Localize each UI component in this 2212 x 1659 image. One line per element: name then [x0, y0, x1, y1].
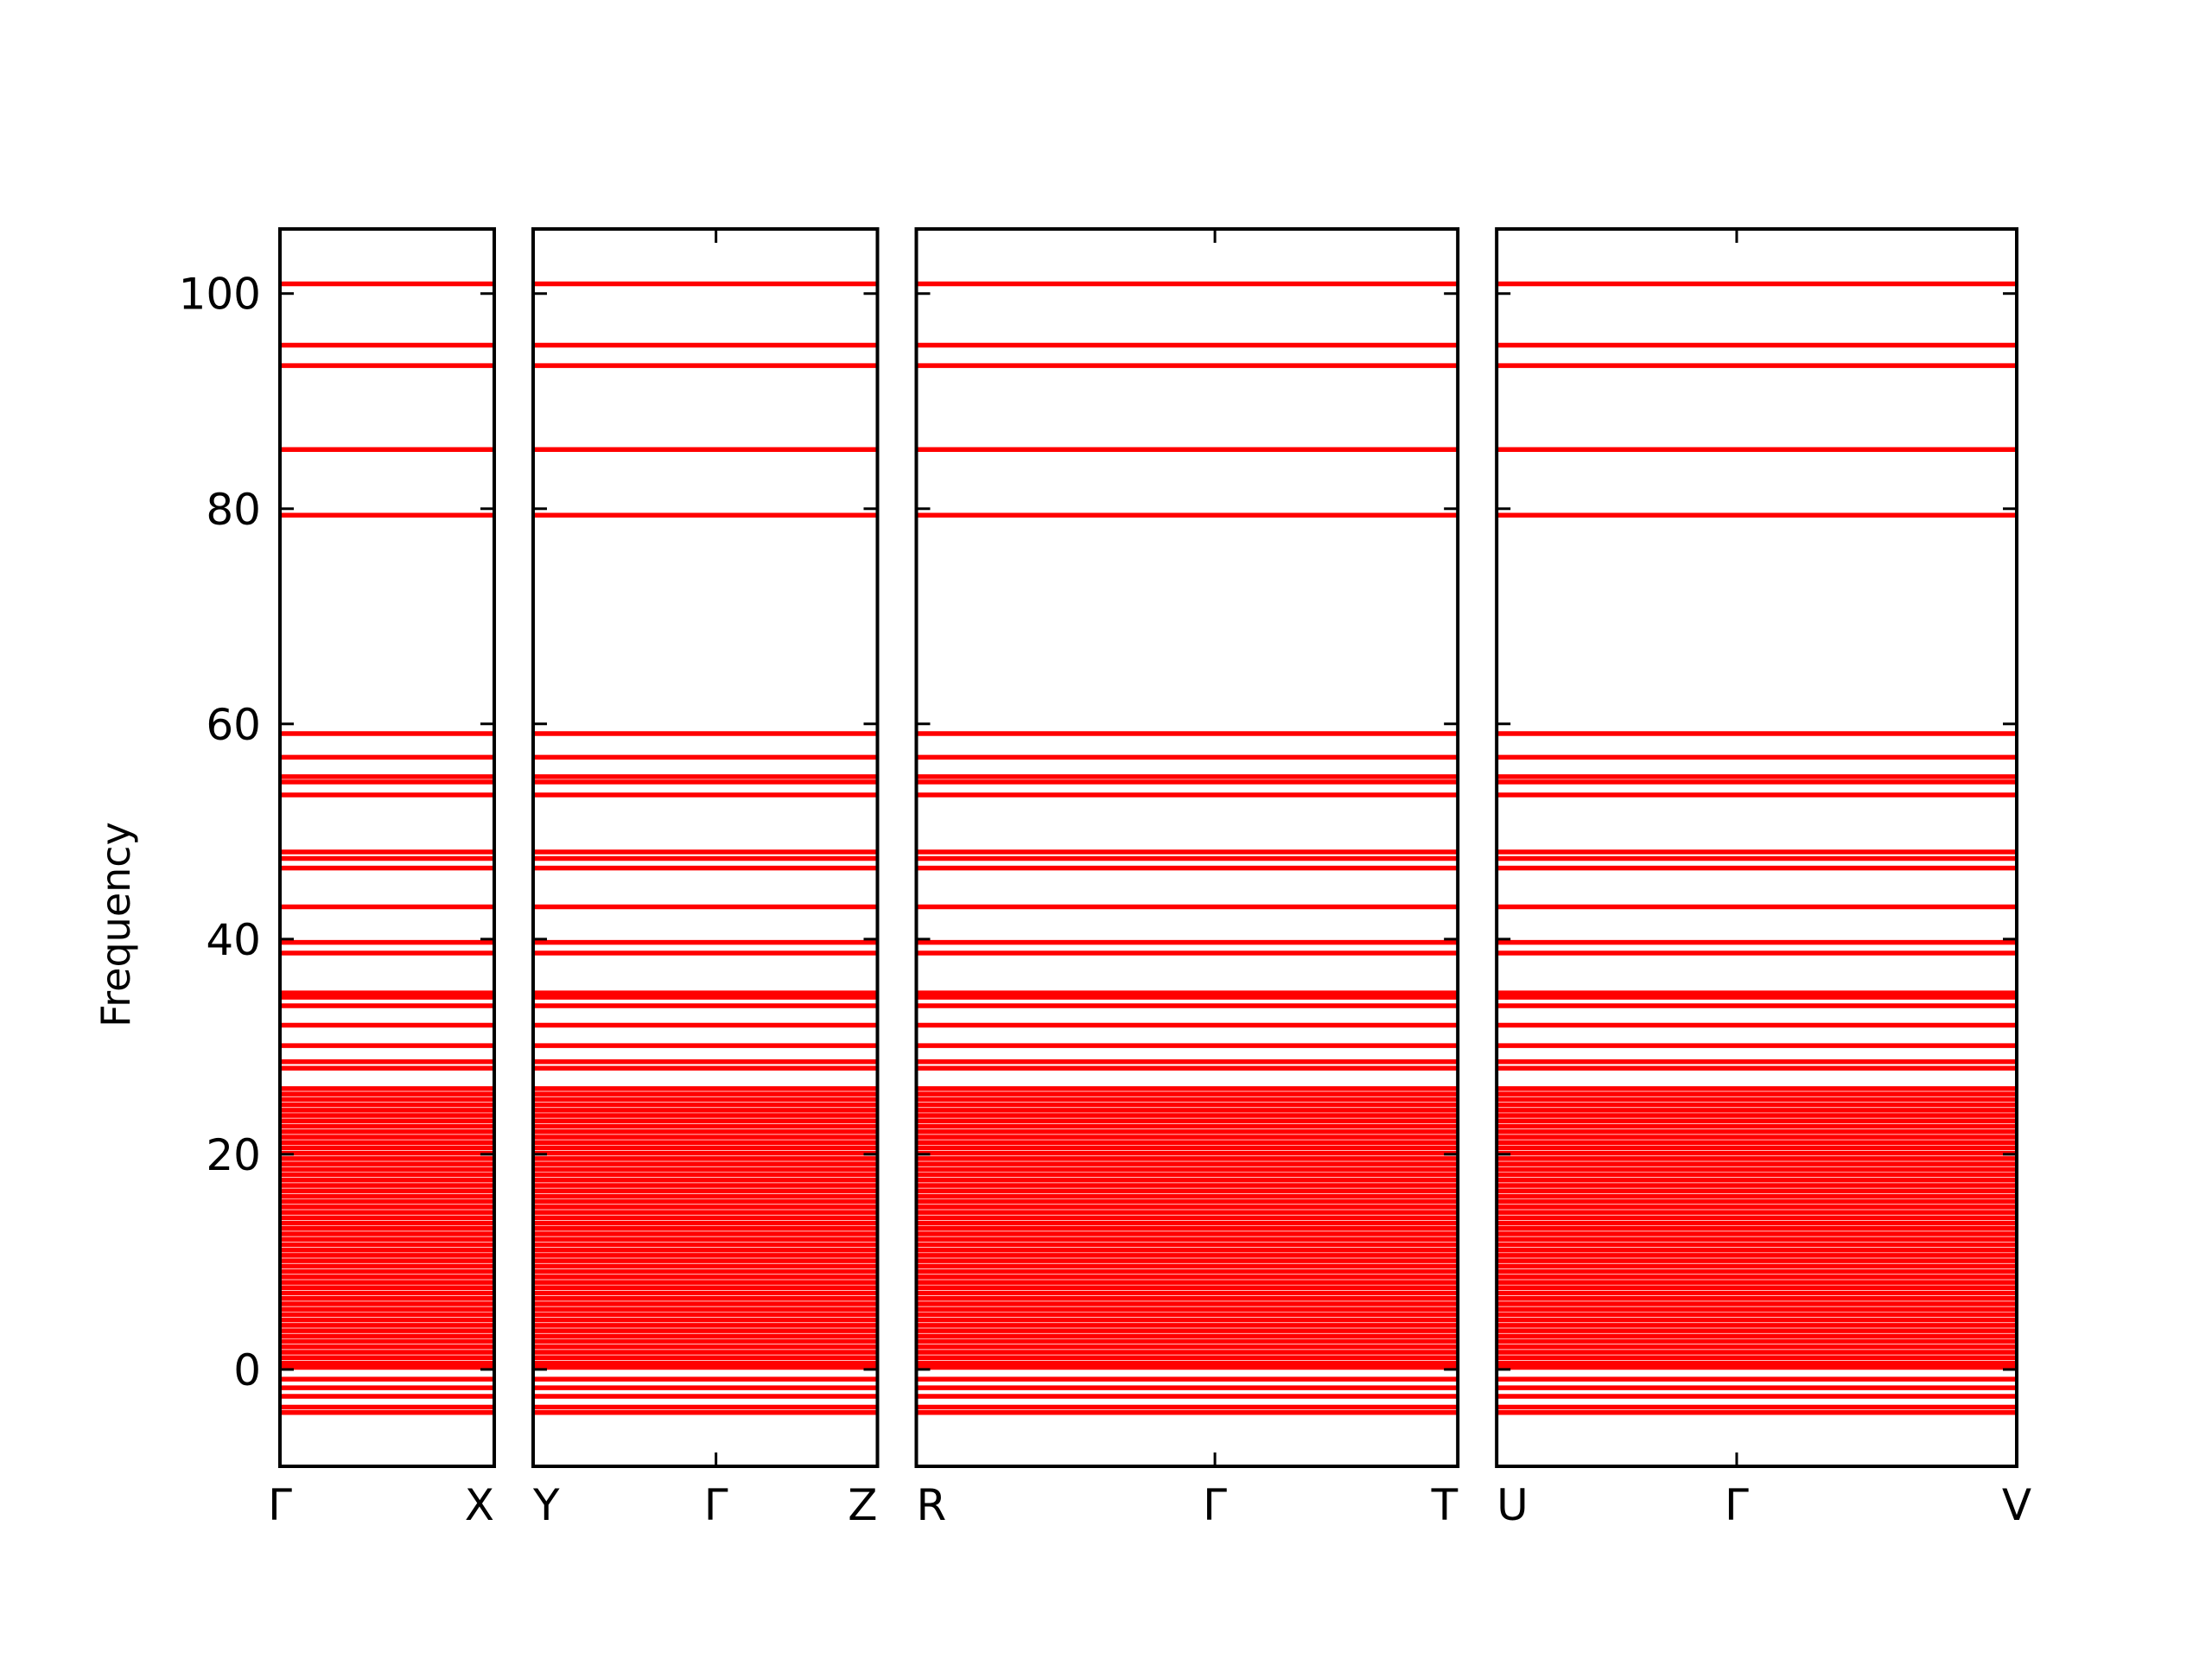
x-tick-label: X	[465, 1480, 494, 1530]
panel-frame	[1495, 227, 2019, 1468]
x-tick-label: Z	[848, 1480, 877, 1530]
panel-frame	[914, 227, 1460, 1468]
y-tick-label: 100	[179, 270, 261, 320]
x-tick-label: U	[1497, 1480, 1529, 1530]
y-tick-label: 20	[206, 1130, 261, 1180]
x-tick-label: V	[2002, 1480, 2031, 1530]
x-tick-label: Γ	[1203, 1480, 1227, 1530]
x-tick-label: Γ	[704, 1480, 728, 1530]
x-tick-label: T	[1431, 1480, 1459, 1530]
y-axis-label: Frequency	[92, 822, 139, 1027]
x-tick-label: Γ	[1725, 1480, 1749, 1530]
x-tick-label: R	[916, 1480, 946, 1530]
panel-frame	[278, 227, 497, 1468]
panel-frame	[531, 227, 880, 1468]
y-tick-label: 60	[206, 700, 261, 750]
y-tick-label: 40	[206, 915, 261, 965]
x-tick-label: Y	[532, 1480, 560, 1530]
y-tick-label: 80	[206, 485, 261, 535]
y-tick-label: 0	[233, 1345, 261, 1395]
x-tick-label: Γ	[268, 1480, 292, 1530]
